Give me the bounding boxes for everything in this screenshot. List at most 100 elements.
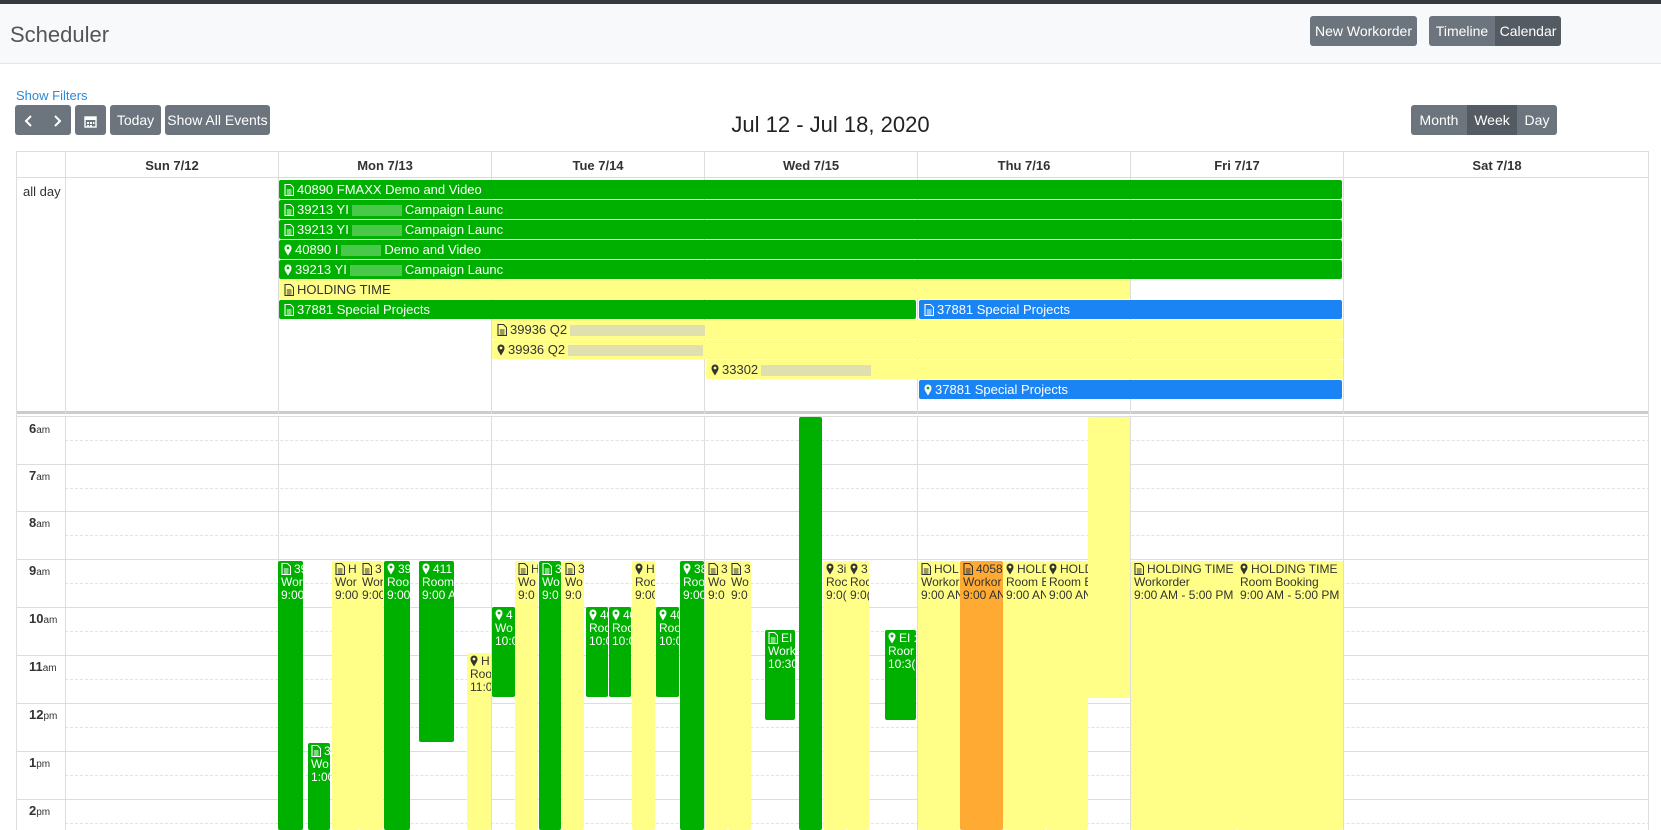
next-button[interactable] [43,105,71,135]
event-title-line: EI : [888,632,916,645]
allday-event[interactable]: 39213 YI Campaign Launc [279,200,1342,219]
allday-event[interactable]: 40890 FMAXX Demo and Video [279,180,1342,199]
timed-event[interactable]: 4058 Workor 9:00 AN [960,561,1003,830]
map-marker-icon [284,244,292,256]
document-icon [362,562,372,575]
allday-event[interactable]: 40890 I Demo and Video [279,240,1342,259]
timed-event[interactable]: HOLDRoom B9:00 AN [1003,561,1046,830]
timed-event[interactable]: H Wor 9:00 [332,561,359,830]
timed-event[interactable]: HOLDING TIME Room Booking 9:00 AM - 5:00 P… [1237,561,1343,830]
event-title-line: 3 [362,563,383,576]
allday-event[interactable]: 39936 Q2 [492,340,1343,359]
month-view-button[interactable]: Month [1411,105,1467,135]
event-type-line: Wor [362,575,383,589]
new-workorder-button[interactable]: New Workorder [1310,16,1417,46]
timed-event[interactable]: HOL Workor 9:00 AN [918,561,960,830]
allday-event[interactable]: 37881 Special Projects [919,300,1342,319]
timed-event[interactable] [799,417,822,830]
map-marker-icon [1006,563,1014,575]
allday-event[interactable]: 39213 YI Campaign Launc [279,260,1342,279]
all-day-row: all day 40890 FMAXX Demo and Video 39213… [17,178,1648,414]
event-type-line: Wo [565,575,583,589]
event-time-line: 9:0 [708,588,725,602]
event-type-line: Room B [1006,575,1046,589]
map-marker-icon [888,632,896,644]
event-type-line: Room B [1049,575,1088,589]
hour-label: 9am [29,563,51,578]
show-all-events-button[interactable]: Show All Events [165,105,270,135]
event-title: 39213 YI [297,222,349,237]
prev-button[interactable] [15,105,43,135]
timeline-button[interactable]: Timeline [1429,16,1495,46]
timed-event[interactable]: 3i Roc 9:0( [823,561,847,830]
timed-event[interactable]: 40Roo10:0 [586,607,608,697]
timed-event[interactable]: 3Wo1:00 [308,743,330,830]
today-button[interactable]: Today [110,105,161,135]
timed-event[interactable]: HOLDRoom B9:00 AN [1046,561,1088,830]
map-marker-icon [711,364,719,376]
allday-event[interactable]: 37881 Special Projects [279,300,916,319]
event-title-line: EI [768,632,795,645]
allday-event[interactable]: 39936 Q2 [492,320,1343,339]
allday-event[interactable]: 37881 Special Projects [919,380,1342,399]
event-type-line: Wor [281,575,303,589]
event-title-line: H [635,563,655,576]
event-type-line: Roc [826,575,847,589]
timed-event[interactable]: 40Roo10:0 [656,607,679,697]
half-hour-line [65,440,1648,441]
event-type-line: Workor [963,575,1002,589]
week-view-button[interactable]: Week [1467,105,1517,135]
event-type-line: Workorder [1134,575,1190,589]
event-time-line: 9:0( [850,588,869,602]
event-title: HOLDING TIME [297,282,391,297]
timed-event[interactable]: EI : Roor 10:3( [885,630,916,720]
event-time-line: 9:00 AN [921,588,960,602]
event-title-line: 40 [589,609,608,622]
all-day-label: all day [23,184,61,199]
timed-event[interactable]: HWo9:0 [515,561,538,830]
timed-event[interactable] [1088,417,1130,698]
document-icon [284,303,294,316]
timed-event[interactable]: 38Roo9:00 [680,561,704,830]
event-type-line: Roo [659,621,679,635]
timed-event[interactable]: 411 Room 9:00 A [419,561,454,742]
event-time-line: 11:0 [470,680,491,694]
event-title-line: 40 [659,609,679,622]
event-title-line: 3 [708,563,728,576]
day-view-button[interactable]: Day [1517,105,1557,135]
day-header-mon: Mon 7/13 [278,151,491,178]
timed-event[interactable]: 39Wor9:00 [278,561,303,830]
day-header-wed: Wed 7/15 [704,151,917,178]
event-time-line: 9:0 [542,588,559,602]
map-marker-icon [850,563,858,575]
event-title: 39936 Q2 [508,342,566,357]
allday-event[interactable]: 33302 [706,360,1343,379]
show-filters-link[interactable]: Show Filters [16,88,88,103]
timed-event[interactable]: 3Roc9:0( [847,561,869,830]
col-divider [1343,417,1344,830]
col-divider [65,417,66,830]
timed-event[interactable]: 39Roo9:00 [384,561,410,830]
date-picker-button[interactable] [75,105,106,135]
timed-event[interactable]: H Roo 11:0 [467,653,491,830]
allday-event[interactable]: HOLDING TIME [279,280,1130,299]
timed-event[interactable]: 40Roo10:0 [609,607,631,697]
event-title-line: 3 [311,745,330,758]
event-time-line: 1:00 [311,770,330,784]
event-time-line: 9:00 AN [1049,588,1088,602]
event-time-line: 9:0( [826,588,847,602]
event-title: 40890 I [295,242,339,257]
timed-event[interactable]: HOLDING TIME Workorder 9:00 AM - 5:00 PM [1131,561,1237,830]
allday-event[interactable]: 39213 YI Campaign Launc [279,220,1342,239]
event-title-rest: Demo and Video [384,242,481,257]
day-header-thu: Thu 7/16 [917,151,1130,178]
calendar-button[interactable]: Calendar [1495,16,1561,46]
